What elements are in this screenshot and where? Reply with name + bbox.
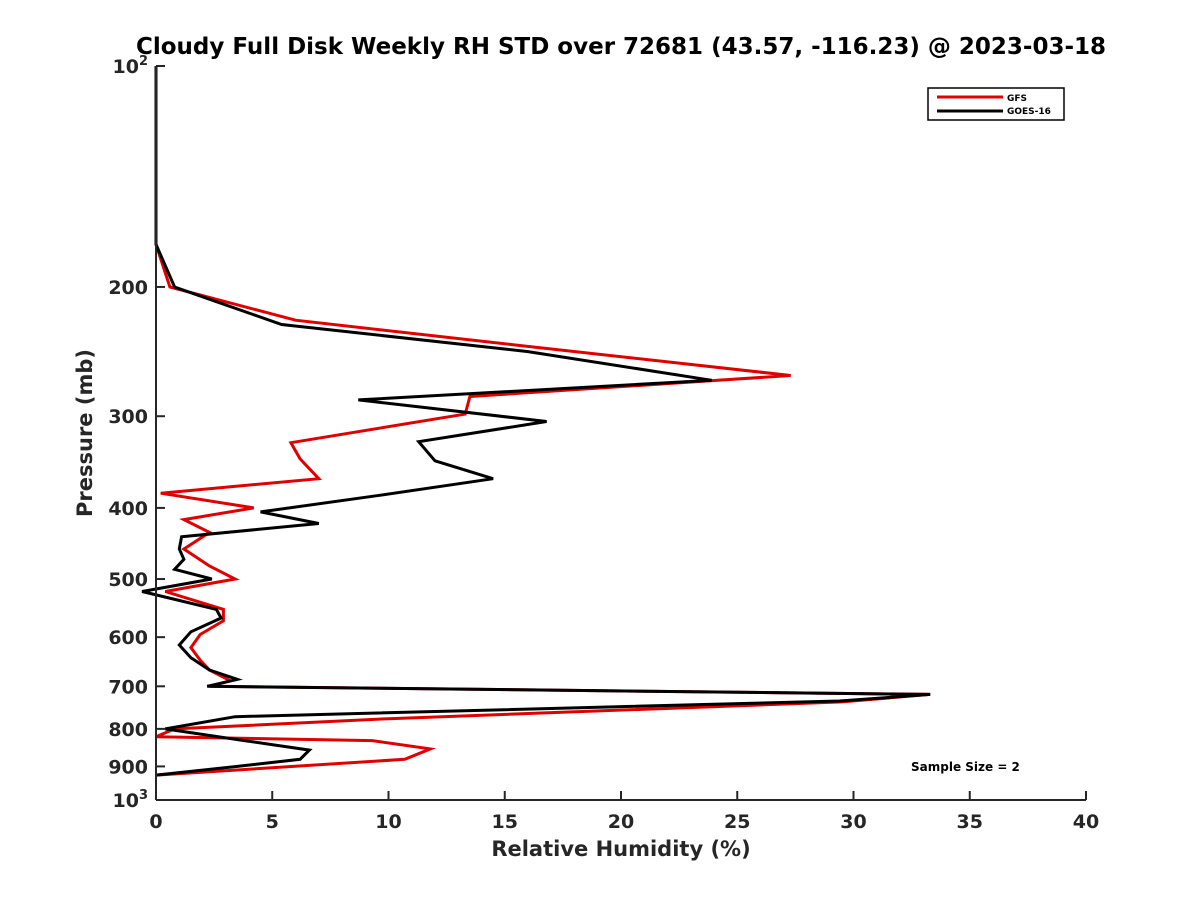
y-tick-label: 600	[108, 627, 148, 649]
y-axis-ticks: 102 200 300 400 500 600 700 800 900 103	[108, 54, 165, 812]
x-axis-label: Relative Humidity (%)	[491, 837, 750, 861]
y-tick-label: 103	[113, 788, 149, 812]
legend-label-gfs: GFS	[1007, 94, 1027, 104]
legend-box	[927, 87, 1065, 121]
y-tick-label: 400	[108, 498, 148, 520]
x-tick-label: 0	[149, 811, 162, 833]
x-tick-label: 35	[957, 811, 983, 833]
legend-label-goes16: GOES-16	[1007, 107, 1051, 117]
x-tick-label: 15	[492, 811, 518, 833]
y-tick-label: 500	[108, 569, 148, 591]
y-tick-label: 102	[113, 54, 149, 78]
x-tick-label: 25	[724, 811, 750, 833]
series-line-goes16	[141, 66, 931, 777]
legend: GFS GOES-16	[927, 87, 1065, 121]
plot-area	[141, 66, 931, 777]
x-tick-label: 30	[840, 811, 866, 833]
y-tick-label: 700	[108, 676, 148, 698]
y-tick-label: 900	[108, 756, 148, 778]
sample-size-annotation: Sample Size = 2	[911, 760, 1020, 774]
y-tick-label: 300	[108, 406, 148, 428]
y-axis-label: Pressure (mb)	[73, 349, 97, 517]
y-tick-label: 800	[108, 719, 148, 741]
x-tick-label: 5	[266, 811, 279, 833]
x-tick-label: 20	[608, 811, 634, 833]
y-tick-label: 200	[108, 277, 148, 299]
x-axis-ticks: 0 5 10 15 20 25 30 35 40	[149, 791, 1099, 833]
chart-title: Cloudy Full Disk Weekly RH STD over 7268…	[136, 34, 1106, 60]
x-tick-label: 40	[1073, 811, 1099, 833]
x-tick-label: 10	[375, 811, 401, 833]
